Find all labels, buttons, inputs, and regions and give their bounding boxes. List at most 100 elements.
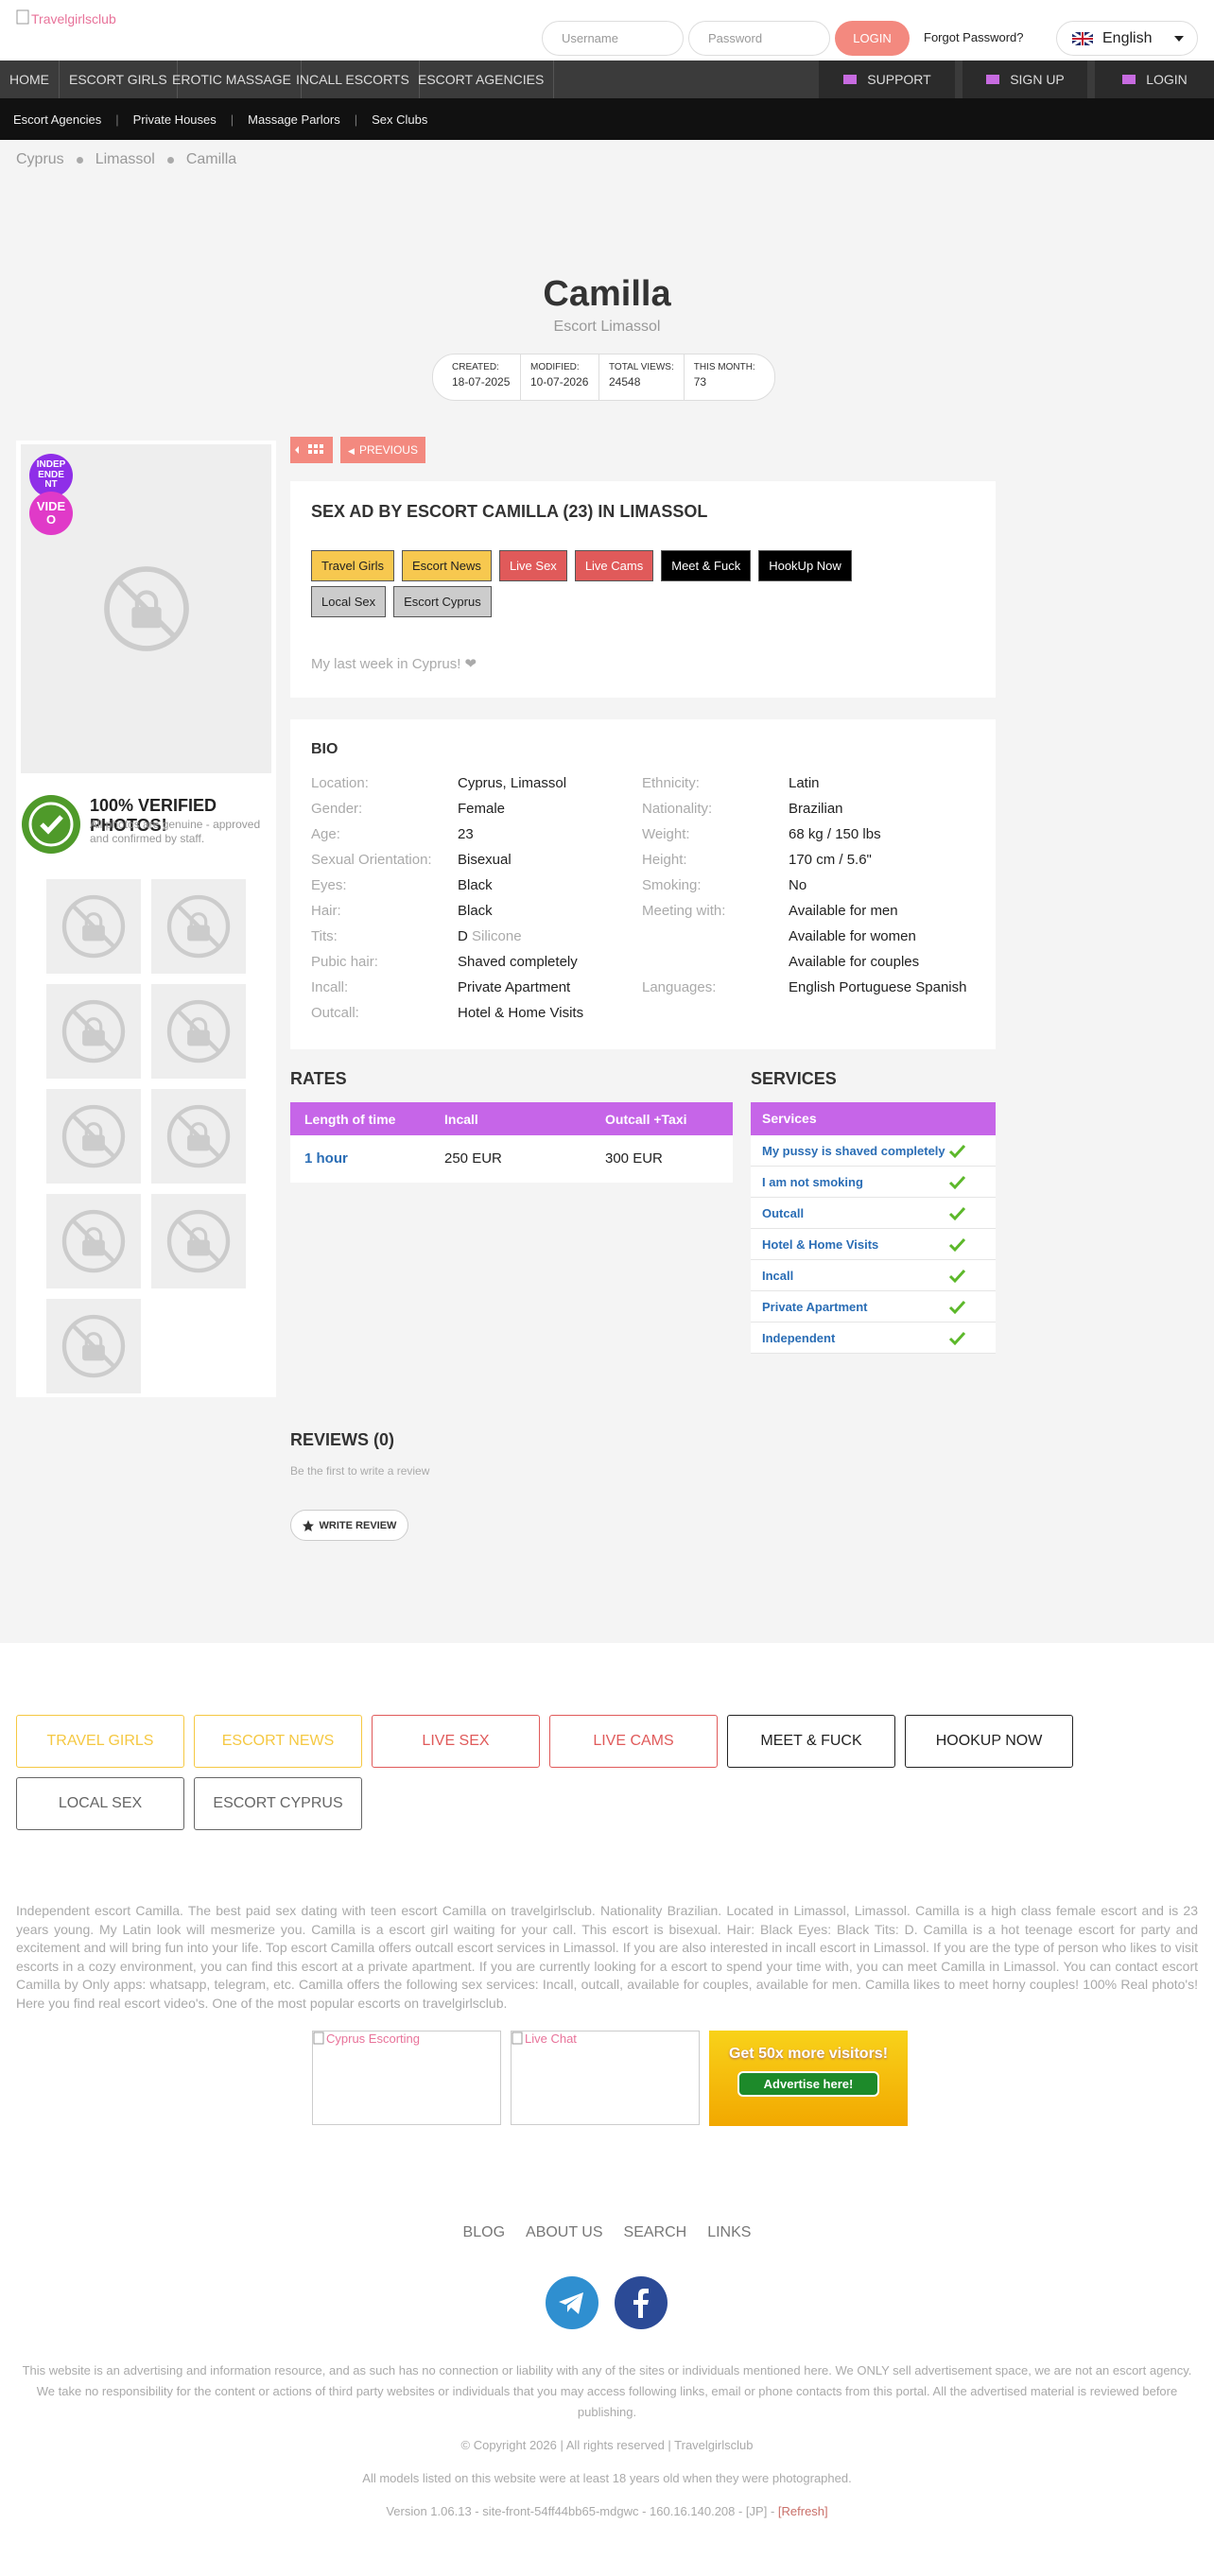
broken-image-icon-svg [16,9,29,25]
models-note: All models listed on this website were a… [362,2471,852,2485]
thumbnail[interactable] [46,1299,141,1393]
forgot-password[interactable]: Forgot Password? [924,30,1024,44]
ad-banner[interactable]: Live Chat [511,2031,700,2125]
footer-link[interactable]: BLOG [462,2224,506,2240]
bio-value-text: Bisexual [458,852,512,868]
arrow [295,446,299,454]
previous-button[interactable]: ◀ PREVIOUS [340,437,425,463]
nav-icon-svg [986,75,1000,84]
nav-action[interactable]: LOGIN [1095,61,1214,98]
footer-category-button[interactable]: ESCORT CYPRUS [194,1777,362,1830]
thumbnail[interactable] [151,879,246,974]
sub-nav-item[interactable]: Massage Parlors [248,112,340,127]
refresh-link[interactable]: [Refresh] [777,2504,828,2518]
tag[interactable]: HookUp Now [758,550,852,581]
bio-label: Incall: [311,979,349,995]
tag[interactable]: Escort News [401,550,492,581]
footer-category-button[interactable]: MEET & FUCK [727,1715,895,1768]
tag[interactable]: Live Cams [574,550,654,581]
lock-slash [176,904,221,949]
service-row: Private Apartment [751,1291,996,1323]
advertise-banner[interactable]: Get 50x more visitors! Advertise here! [709,2031,908,2126]
bio-label: Ethnicity: [642,775,700,791]
nav-icon-svg [843,75,858,84]
lock-slash [176,1114,221,1159]
service-row: My pussy is shaved completely [751,1135,996,1167]
thumbnail[interactable] [151,984,246,1079]
nav-action[interactable]: SIGN UP [963,61,1087,98]
bio-label: Hair: [311,903,341,919]
sub-nav-item[interactable]: Private Houses [132,112,217,127]
breadcrumb-item[interactable]: Cyprus [16,151,64,167]
footer-category-button[interactable]: ESCORT NEWS [194,1715,362,1768]
write-review-button[interactable]: WRITE REVIEW [290,1510,408,1541]
nav-item[interactable]: ESCORT AGENCIES [408,61,555,98]
nav-item[interactable]: HOME [0,61,60,98]
ad-banner[interactable]: Cyprus Escorting [312,2031,501,2125]
tag[interactable]: Escort Cyprus [393,586,492,617]
seo-text: Independent escort Camilla. The best pai… [16,1903,1198,2011]
nav-action[interactable]: SUPPORT [819,61,955,98]
seal-check [40,815,63,835]
caret-svg [1174,35,1185,42]
nav-item[interactable]: INCALL ESCORTS [286,61,420,98]
footer-category-button[interactable]: LIVE CAMS [549,1715,718,1768]
check-icon-svg [948,1175,966,1189]
nav-item[interactable]: EROTIC MASSAGE [163,61,303,98]
bio-label: Meeting with: [642,903,726,919]
rates-row: 1 hour 250 EUR 300 EUR [290,1135,733,1183]
grid-button[interactable] [290,437,333,463]
input[interactable]: Username [542,21,684,56]
bio-value-text: Black [458,903,493,919]
logo[interactable]: Travelgirlsclub [16,9,116,27]
thumbnail[interactable] [46,984,141,1079]
footer-category-button[interactable]: LIVE SEX [372,1715,540,1768]
copyright: © Copyright 2026 | All rights reserved |… [460,2438,754,2452]
language-select[interactable]: English [1056,21,1198,56]
login-button[interactable]: LOGIN [835,21,910,56]
lock-slash [176,1009,221,1054]
footer-link[interactable]: SEARCH [623,2224,687,2240]
check-icon [948,1205,967,1221]
bio-value-note: Silicone [472,928,522,944]
thumbnail[interactable] [46,879,141,974]
bio-value: 170 cm / 5.6" [789,852,872,868]
tag[interactable]: Live Sex [498,550,567,581]
main-photo[interactable] [21,444,271,773]
dot [308,444,312,448]
thumbnail[interactable] [151,1089,246,1184]
tag[interactable]: Local Sex [311,586,387,617]
tag[interactable]: Travel Girls [311,550,394,581]
lock-body [82,925,105,942]
lock-icon-svg [61,1104,126,1168]
breadcrumb-dot [166,156,174,164]
footer-link[interactable]: ABOUT US [526,2224,603,2240]
nav-item[interactable]: ESCORT GIRLS [60,61,178,98]
check-icon-svg [948,1331,966,1345]
footer-category-button[interactable]: HOOKUP NOW [905,1715,1073,1768]
broken-image-icon [313,2031,324,2045]
thumbnail[interactable] [46,1194,141,1288]
sub-nav-item[interactable]: Escort Agencies [13,112,102,127]
tag[interactable]: Meet & Fuck [661,550,752,581]
footer-category-button[interactable]: LOCAL SEX [16,1777,184,1830]
facebook-link[interactable] [615,2276,668,2329]
service-row: Outcall [751,1198,996,1229]
logo-text: Travelgirlsclub [31,10,116,26]
lock-slash [71,1009,116,1054]
input[interactable]: Password [688,21,830,56]
footer-category-button[interactable]: TRAVEL GIRLS [16,1715,184,1768]
breadcrumb-item[interactable]: Camilla [185,151,237,167]
dot [320,450,323,454]
service-row: I am not smoking [751,1167,996,1198]
lock-slash [71,904,116,949]
ad-banner-alt: Live Chat [525,2031,577,2046]
sub-nav-item[interactable]: Sex Clubs [372,112,428,127]
telegram-link[interactable] [546,2276,598,2329]
thumbnail[interactable] [46,1089,141,1184]
footer-link[interactable]: LINKS [707,2224,752,2240]
service-name: Incall [762,1268,794,1283]
thumbnail[interactable] [151,1194,246,1288]
breadcrumb-item[interactable]: Limassol [95,151,155,167]
stat: MODIFIED: 10-07-2026 [520,354,598,400]
